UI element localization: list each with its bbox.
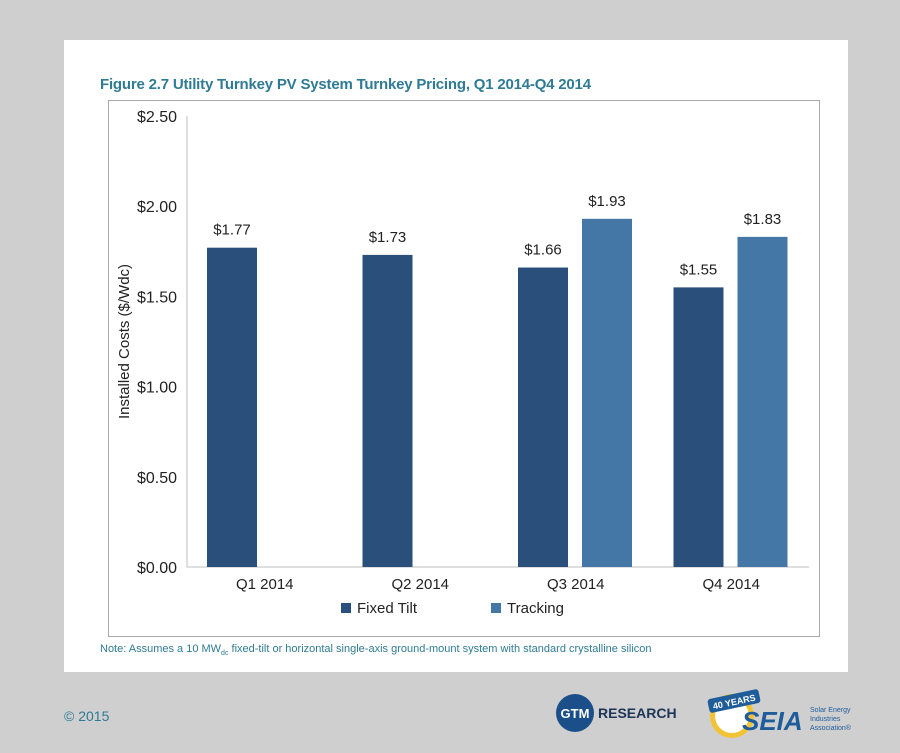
gtm-circle: GTM	[556, 694, 594, 732]
chart-frame: $0.00 $0.50 $1.00 $1.50 $2.00 $2.50 Installed …	[108, 100, 820, 637]
y-axis-title: Installed Costs ($/Wdc)	[116, 264, 133, 419]
y-tick-label: $2.00	[137, 199, 177, 216]
data-label: $1.83	[744, 211, 782, 228]
logos: GTM RESEARCH 40 YEARS SEIA Solar Energy …	[556, 686, 876, 742]
data-label: $1.55	[680, 261, 718, 278]
seia-line-1: Solar Energy	[810, 707, 851, 714]
seia-logo: 40 YEARS SEIA Solar Energy Industries As…	[707, 689, 852, 738]
bar-fixed-tilt	[207, 247, 257, 567]
y-tick-label: $1.00	[137, 380, 177, 397]
seia-line-2: Industries	[810, 716, 841, 723]
seia-line-3: Association®	[810, 724, 852, 732]
figure-note: Note: Assumes a 10 MWdc fixed-tilt or ho…	[100, 643, 652, 657]
bar-tracking	[737, 236, 788, 568]
y-tick-label: $2.50	[137, 109, 177, 126]
seia-badge-shape	[707, 689, 761, 713]
bar-fixed-tilt	[518, 267, 568, 567]
bar-tracking	[582, 218, 632, 567]
gtm-research-logo: GTM RESEARCH	[556, 694, 677, 732]
legend-label: Tracking	[507, 600, 564, 617]
note-suffix: fixed-tilt or horizontal single-axis gro…	[228, 643, 652, 655]
x-tick-label: Q4 2014	[702, 576, 760, 593]
x-tick-label: Q3 2014	[547, 576, 605, 593]
bar-fixed-tilt	[362, 254, 413, 567]
note-prefix: Note: Assumes a 10 MW	[100, 643, 222, 655]
seia-word: SEIA	[742, 706, 803, 736]
legend-label: Fixed Tilt	[357, 600, 418, 617]
copyright: © 2015	[64, 708, 110, 724]
figure-panel: Figure 2.7 Utility Turnkey PV System Tur…	[64, 40, 848, 672]
bar-chart: $0.00 $0.50 $1.00 $1.50 $2.00 $2.50 Installed …	[116, 109, 809, 617]
legend-swatch	[491, 603, 501, 613]
note-subscript: dc	[221, 650, 229, 658]
data-label: $1.93	[588, 193, 626, 210]
figure-title: Figure 2.7 Utility Turnkey PV System Tur…	[100, 76, 591, 93]
bar-fixed-tilt	[673, 287, 724, 567]
x-tick-label: Q1 2014	[236, 576, 294, 593]
x-tick-label: Q2 2014	[391, 576, 449, 593]
data-label: $1.73	[369, 229, 407, 246]
legend-swatch	[341, 603, 351, 613]
y-tick-label: $0.50	[137, 470, 177, 487]
data-label: $1.77	[213, 222, 251, 239]
data-label: $1.66	[524, 242, 562, 259]
gtm-word: RESEARCH	[598, 705, 677, 721]
y-tick-label: $0.00	[137, 560, 177, 577]
y-tick-label: $1.50	[137, 289, 177, 306]
